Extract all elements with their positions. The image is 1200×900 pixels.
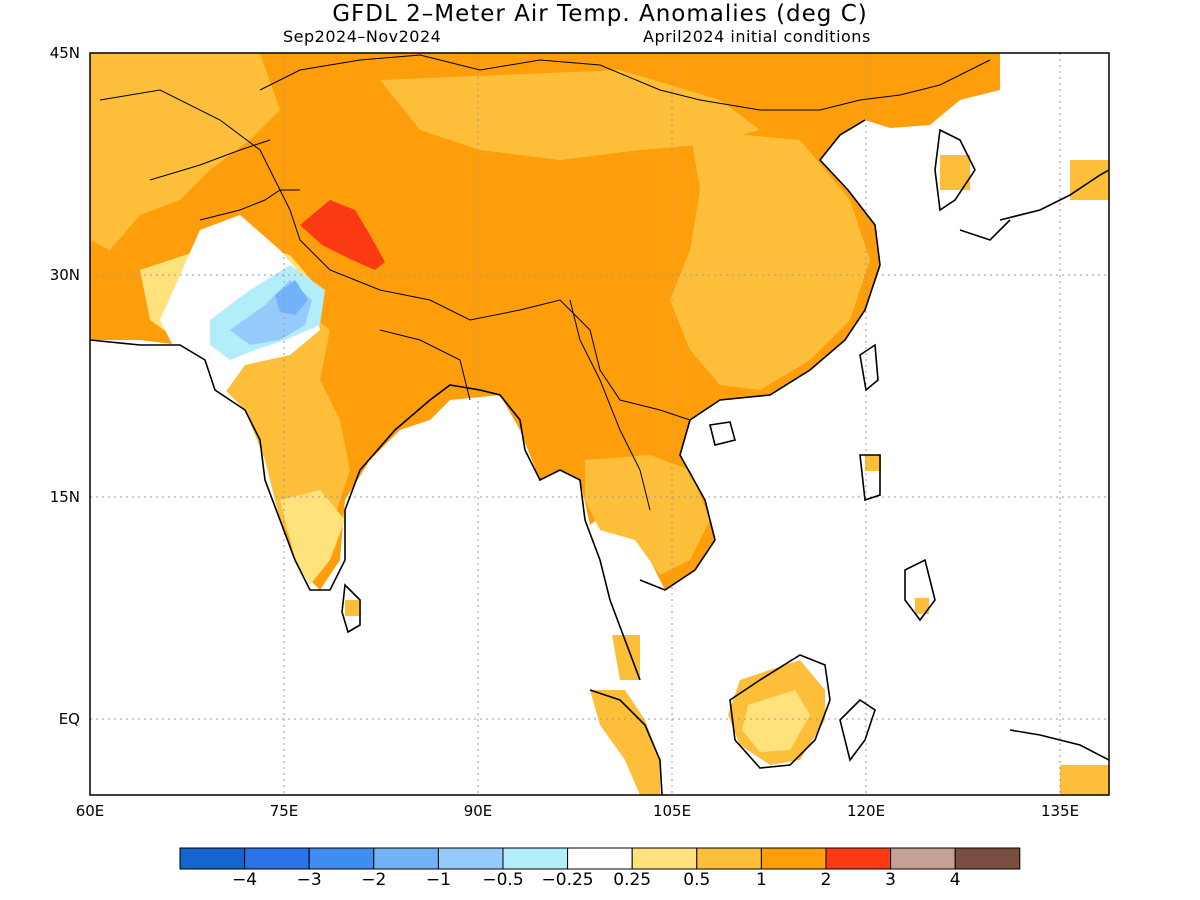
anomaly-field-warm-05-1-east	[670, 130, 870, 390]
anomaly-field-warm-05-1-west	[90, 53, 280, 250]
colorbar-tick-label: −0.5	[482, 870, 524, 890]
colorbar-swatch	[308, 847, 375, 870]
colorbar-tick-label: −3	[296, 870, 322, 890]
colorbar-swatch	[696, 847, 762, 870]
colorbar-swatch	[437, 847, 504, 870]
colorbar-swatch	[244, 847, 310, 870]
anomaly-field-cool-1-2	[275, 280, 308, 315]
colorbar-tick-label: −4	[232, 870, 258, 890]
colorbar-swatch	[179, 847, 246, 870]
lon-label-120e: 120E	[846, 802, 886, 820]
colorbar-swatch	[890, 847, 956, 870]
lat-label-eq: EQ	[58, 710, 80, 728]
anomaly-field-borneo-inner	[742, 690, 810, 752]
anomaly-cell-philippines	[915, 598, 929, 614]
colorbar-tick-label: 0.5	[683, 870, 711, 890]
lon-label-135e: 135E	[1040, 802, 1080, 820]
period-subtitle: Sep2024–Nov2024	[283, 27, 442, 46]
colorbar-tick-label: 2	[820, 870, 832, 890]
anomaly-field-sumatra	[590, 690, 660, 795]
anomaly-cell-sri-lanka	[345, 600, 359, 616]
anomaly-cell-taiwan	[865, 455, 881, 471]
colorbar	[179, 847, 1021, 870]
colorbar-tick-label: 0.25	[613, 870, 652, 890]
colorbar-tick-label: −0.25	[541, 870, 594, 890]
colorbar-swatch	[567, 847, 633, 870]
anomaly-field-warm-05-1-indochina	[585, 455, 710, 575]
map-frame	[89, 52, 1110, 796]
lon-label-60e: 60E	[75, 802, 105, 820]
colorbar-swatch	[502, 847, 569, 870]
map-title: GFDL 2–Meter Air Temp. Anomalies (deg C)	[332, 1, 868, 27]
anomaly-field-malaya	[612, 635, 640, 680]
colorbar-swatch	[631, 847, 698, 870]
colorbar-swatch	[373, 847, 439, 870]
initial-conditions-subtitle: April2024 initial conditions	[643, 27, 871, 46]
lat-label-45n: 45N	[49, 44, 80, 62]
lat-label-30n: 30N	[49, 266, 80, 284]
lon-label-75e: 75E	[269, 802, 299, 820]
colorbar-swatch	[760, 847, 827, 870]
anomaly-cell-new-guinea	[1060, 765, 1109, 795]
colorbar-tick-label: 3	[885, 870, 896, 890]
lon-label-90e: 90E	[463, 802, 493, 820]
anomaly-field-warm-2-3	[300, 200, 385, 270]
colorbar-tick-label: 1	[755, 870, 767, 890]
anomaly-fields	[90, 53, 1109, 795]
gridlines	[90, 53, 1109, 795]
colorbar-tick-label: 4	[949, 870, 961, 890]
colorbar-tick-label: −2	[361, 870, 387, 890]
lat-label-15n: 15N	[49, 488, 80, 506]
anomaly-field-warm-05-1-north	[380, 70, 760, 160]
colorbar-swatch	[825, 847, 892, 870]
coastlines	[90, 119, 1109, 795]
colorbar-swatch	[954, 847, 1021, 870]
lon-label-105e: 105E	[652, 802, 692, 820]
country-borders	[99, 54, 991, 511]
anomaly-cell-japan	[1070, 160, 1109, 200]
colorbar-tick-label: −1	[425, 870, 451, 890]
